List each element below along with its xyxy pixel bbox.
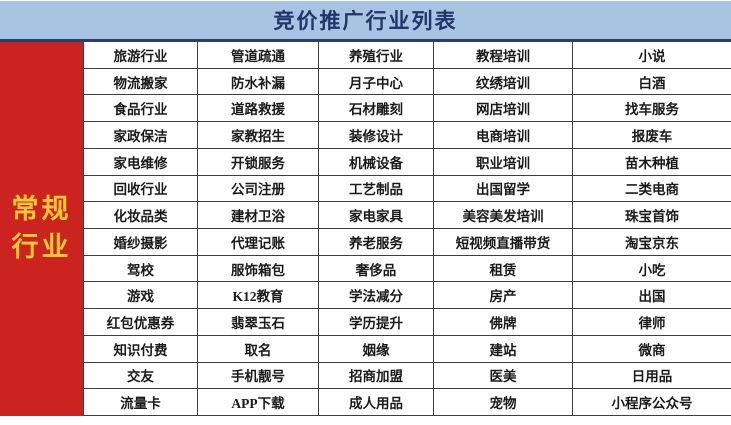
industry-cell: 招商加盟 <box>319 362 434 390</box>
industry-cell: 出国留学 <box>434 175 573 203</box>
industry-cell: 公司注册 <box>198 175 319 203</box>
table-header: 竞价推广行业列表 <box>0 1 731 42</box>
industry-cell: 电商培训 <box>434 122 573 149</box>
industry-cell: 家教招生 <box>198 122 319 149</box>
industry-cell: 家电维修 <box>84 148 198 176</box>
industry-cell: 医美 <box>434 362 573 390</box>
industry-cell: 工艺制品 <box>319 175 434 203</box>
industry-cell: 苗木种植 <box>573 149 731 176</box>
industry-cell: 日用品 <box>573 363 731 390</box>
category-label-line2: 行业 <box>11 232 72 262</box>
industry-cell: 宠物 <box>434 389 573 416</box>
industry-cell: 佛牌 <box>434 309 573 336</box>
industry-cell: 旅游行业 <box>84 42 198 69</box>
industry-cell: 出国 <box>573 282 731 310</box>
industry-cell: 二类电商 <box>573 176 731 203</box>
category-sidebar: 常规 行业 <box>0 42 83 416</box>
industry-cell: 律师 <box>573 309 731 336</box>
industry-cell: 白酒 <box>573 69 731 96</box>
page-title: 竞价推广行业列表 <box>273 9 458 33</box>
industry-cell: 道路救援 <box>198 95 319 123</box>
industry-cell: 月子中心 <box>319 68 434 96</box>
industry-cell: 交友 <box>84 362 198 390</box>
industry-cell: 奢侈品 <box>319 255 434 283</box>
industry-cell: 小吃 <box>573 256 731 283</box>
category-label-line1: 常规 <box>11 194 72 225</box>
industry-table: 旅游行业 管道疏通 养殖行业 教程培训 小说物流搬家 防水补漏 月子中心 纹绣培训 白酒食品行业… <box>83 42 731 416</box>
industry-cell: 养殖行业 <box>319 42 434 69</box>
industry-cell: 服饰箱包 <box>198 255 319 283</box>
industry-cell: 知识付费 <box>84 335 198 363</box>
industry-cell: 红包优惠券 <box>84 309 198 336</box>
industry-cell: 建材卫浴 <box>198 202 319 229</box>
industry-cell: 珠宝首饰 <box>573 202 731 229</box>
industry-cell: 淘宝京东 <box>573 229 731 256</box>
industry-cell: 租赁 <box>434 255 573 283</box>
industry-cell: 翡翠玉石 <box>198 309 319 336</box>
industry-cell: 装修设计 <box>319 122 434 149</box>
industry-cell: 物流搬家 <box>84 68 198 96</box>
industry-cell: 家电家具 <box>319 202 434 229</box>
industry-cell: 学法减分 <box>319 282 434 310</box>
industry-cell: 手机靓号 <box>198 362 319 390</box>
industry-cell: 找车服务 <box>573 95 731 123</box>
industry-cell: 小程序公众号 <box>573 389 731 416</box>
industry-cell: 微商 <box>573 336 731 363</box>
industry-cell: 职业培训 <box>434 148 573 176</box>
industry-cell: 网店培训 <box>434 95 573 123</box>
industry-cell: 机械设备 <box>319 148 434 176</box>
industry-cell: 石材雕刻 <box>319 95 434 123</box>
industry-cell: 开锁服务 <box>198 148 319 176</box>
industry-cell: 小说 <box>573 42 731 69</box>
industry-cell: 化妆品类 <box>84 202 198 229</box>
industry-cell: 美容美发培训 <box>434 202 573 229</box>
industry-cell: 代理记账 <box>198 228 319 256</box>
industry-cell: 建站 <box>434 335 573 363</box>
industry-cell: 婚纱摄影 <box>84 228 198 256</box>
industry-cell: K12教育 <box>198 282 319 310</box>
industry-cell: 防水补漏 <box>198 68 319 96</box>
table-body: 常规 行业 旅游行业 管道疏通 养殖行业 教程培训 小说物流搬家 防水补漏 月子中心 纹绣培训… <box>0 42 731 416</box>
industry-cell: 成人用品 <box>319 389 434 416</box>
industry-cell: 姻缘 <box>319 335 434 363</box>
industry-cell: 游戏 <box>84 282 198 310</box>
industry-cell: APP下载 <box>198 389 319 416</box>
industry-cell: 取名 <box>198 335 319 363</box>
industry-cell: 养老服务 <box>319 228 434 256</box>
industry-cell: 食品行业 <box>84 95 198 123</box>
industry-cell: 回收行业 <box>84 175 198 203</box>
industry-cell: 房产 <box>434 282 573 310</box>
industry-cell: 短视频直播带货 <box>434 228 573 256</box>
industry-cell: 家政保洁 <box>84 122 198 149</box>
industry-cell: 教程培训 <box>434 42 573 69</box>
industry-cell: 报废车 <box>573 122 731 149</box>
industry-cell: 驾校 <box>84 255 198 283</box>
industry-cell: 管道疏通 <box>198 42 319 69</box>
industry-cell: 纹绣培训 <box>434 68 573 96</box>
industry-cell: 流量卡 <box>84 389 198 416</box>
industry-cell: 学历提升 <box>319 309 434 336</box>
